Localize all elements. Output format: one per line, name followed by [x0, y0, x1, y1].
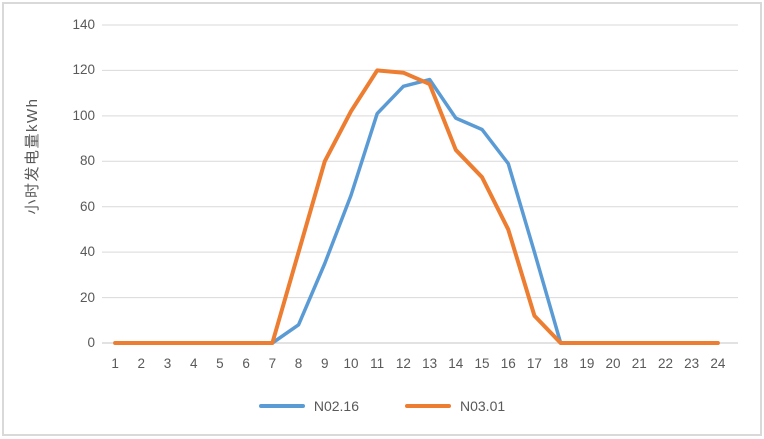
x-tick-label-4: 4	[189, 356, 198, 371]
x-tick-label-9: 9	[321, 356, 329, 371]
x-tick-label-20: 20	[605, 356, 621, 371]
x-tick-label-2: 2	[137, 356, 146, 371]
x-tick-label-8: 8	[294, 356, 303, 371]
x-tick-label-7: 7	[268, 356, 277, 371]
y-tick-label-20: 20	[79, 289, 95, 305]
legend: N02.16 N03.01	[0, 398, 764, 414]
x-tick-label-13: 13	[422, 356, 438, 371]
legend-item-n03-01: N03.01	[405, 398, 505, 414]
y-tick-label-80: 80	[79, 153, 95, 169]
legend-item-n02-16: N02.16	[258, 398, 359, 414]
x-tick-label-10: 10	[343, 356, 359, 371]
x-tick-label-1: 1	[111, 356, 119, 371]
x-tick-label-19: 19	[579, 356, 595, 371]
x-tick-label-12: 12	[395, 356, 411, 371]
y-tick-label-60: 60	[79, 198, 95, 214]
y-tick-label-40: 40	[79, 244, 95, 260]
x-tick-label-6: 6	[242, 356, 250, 371]
y-tick-label-120: 120	[72, 62, 95, 78]
y-tick-label-140: 140	[72, 17, 95, 32]
x-tick-label-23: 23	[684, 356, 700, 371]
x-tick-label-24: 24	[710, 356, 726, 371]
x-tick-label-22: 22	[657, 356, 673, 371]
y-tick-label-0: 0	[87, 335, 95, 350]
x-tick-label-14: 14	[448, 356, 464, 371]
x-tick-label-21: 21	[631, 356, 647, 371]
x-tick-label-15: 15	[474, 356, 490, 371]
x-tick-label-5: 5	[216, 356, 224, 371]
legend-label-n02-16: N02.16	[313, 398, 359, 414]
x-tick-label-16: 16	[500, 356, 516, 371]
x-tick-label-17: 17	[526, 356, 542, 371]
legend-swatch-n02-16	[258, 404, 305, 408]
x-tick-label-11: 11	[370, 356, 385, 371]
legend-label-n03-01: N03.01	[460, 398, 506, 414]
x-tick-label-3: 3	[163, 356, 172, 371]
x-tick-label-18: 18	[553, 356, 569, 371]
y-tick-label-100: 100	[72, 107, 95, 123]
y-axis-title: 小时发电量kWh	[24, 97, 41, 215]
legend-swatch-n03-01	[405, 404, 451, 408]
